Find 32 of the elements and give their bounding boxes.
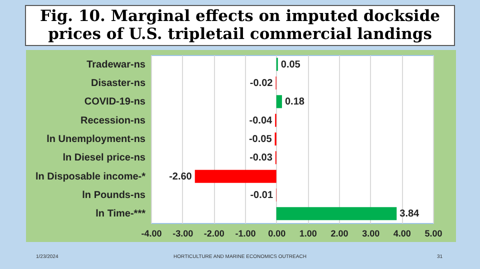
data-label: 3.84: [400, 208, 420, 220]
data-label: -0.04: [249, 115, 273, 126]
data-label: -0.01: [250, 190, 274, 201]
data-label: -0.02: [250, 78, 274, 89]
y-tick-label: Disaster-ns: [91, 78, 146, 89]
x-tick-label: 4.00: [393, 228, 411, 238]
y-tick-label: Recession-ns: [80, 115, 146, 126]
y-tick-label: ln Time-***: [96, 208, 146, 220]
x-tick-label: -1.00: [235, 228, 256, 238]
x-tick-label: -4.00: [141, 228, 162, 238]
data-label: 0.05: [280, 59, 301, 70]
y-tick-label: ln Disposable income-*: [35, 171, 146, 182]
bar: [276, 207, 397, 220]
x-tick-label: 0.00: [268, 228, 286, 238]
x-tick-label: 3.00: [362, 228, 380, 238]
y-tick-label: ln Unemployment-ns: [46, 134, 146, 145]
bar: [194, 170, 276, 183]
y-tick-label: Tradewar-ns: [86, 59, 146, 70]
chart-title: Fig. 10. Marginal effects on imputed dockside prices of U.S. tripletail commercial landings: [25, 5, 455, 46]
bar: [276, 95, 282, 108]
x-tick-label: 2.00: [330, 228, 348, 238]
y-tick-label: COVID-19-ns: [84, 96, 146, 108]
x-tick-label: -2.00: [204, 228, 224, 238]
x-tick-label: 1.00: [299, 228, 317, 238]
data-label: 0.18: [284, 96, 305, 108]
x-tick-label: -3.00: [172, 228, 194, 238]
x-tick-label: 5.00: [424, 228, 442, 238]
y-tick-label: ln Diesel price-ns: [62, 152, 146, 164]
y-tick-label: ln Pounds-ns: [82, 190, 146, 201]
data-label: -2.60: [169, 171, 192, 182]
data-label: -0.03: [250, 152, 273, 164]
data-label: -0.05: [248, 134, 272, 145]
